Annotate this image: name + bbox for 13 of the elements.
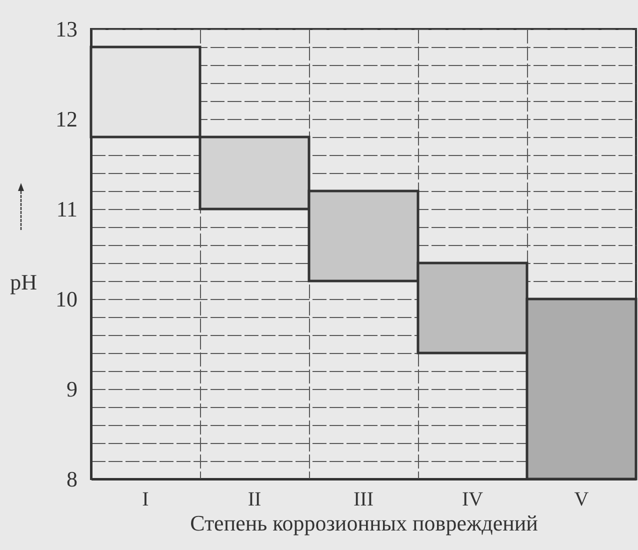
x-axis-title: Степень коррозионных повреждений [190, 510, 538, 536]
y-tick-label: 10 [56, 286, 78, 312]
x-tick-label: I [142, 488, 149, 510]
x-tick-label: IV [462, 488, 484, 510]
y-tick-label: 9 [66, 376, 78, 402]
x-tick-label: II [248, 488, 262, 510]
y-tick-label: 12 [56, 106, 78, 132]
y-tick-label: 11 [56, 196, 78, 222]
x-tick-label: V [574, 488, 590, 510]
x-tick-label: III [354, 488, 374, 510]
y-tick-label: 13 [56, 16, 78, 42]
y-tick-label: 8 [66, 466, 78, 492]
y-axis-title: pH [10, 270, 38, 294]
